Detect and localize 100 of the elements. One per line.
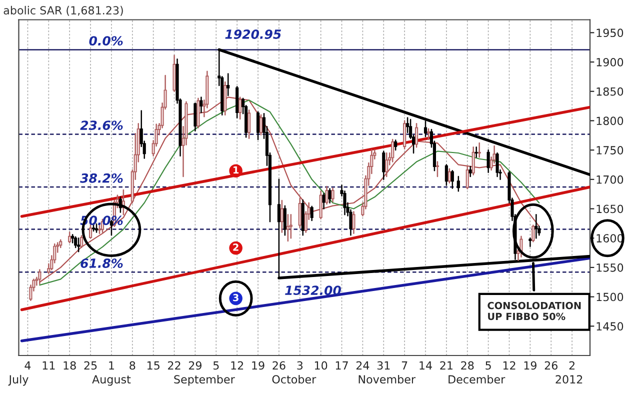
candlestick [248, 110, 251, 139]
candlestick [310, 206, 314, 222]
candlestick [382, 150, 386, 180]
candlestick [426, 128, 430, 140]
candlestick [194, 102, 197, 132]
candlestick [68, 232, 72, 244]
candlestick [444, 164, 448, 186]
annotation: 2 [233, 244, 238, 251]
y-tick-label: 1700 [596, 175, 624, 184]
annotation: 23.6% [80, 120, 123, 130]
annotation: 38.2% [80, 173, 123, 183]
x-tick-label: 26 [544, 361, 558, 370]
annotation: 1532.00 [285, 286, 341, 296]
candlestick [472, 146, 475, 176]
y-tick-label: 1900 [596, 58, 624, 66]
x-tick-label: 10 [314, 361, 328, 370]
candlestick [394, 139, 398, 151]
candlestick [534, 214, 538, 239]
y-tick-label: 1800 [596, 116, 624, 126]
y-tick-label: 1550 [596, 263, 624, 272]
candlestick [74, 236, 78, 248]
candlestick [436, 161, 439, 178]
candlestick [496, 152, 499, 178]
annotation: 61.8% [80, 258, 123, 268]
y-tick-label: 1750 [596, 146, 624, 154]
x-tick-label: 24 [356, 361, 370, 370]
x-tick-label: 21 [440, 361, 452, 370]
candlestick [415, 123, 418, 148]
x-tick-label: 26 [272, 361, 286, 370]
annotation: 3 [233, 294, 238, 302]
candlestick [298, 198, 302, 228]
candlestick [486, 149, 490, 173]
x-tick-label: 14 [420, 361, 432, 370]
candlestick [200, 96, 203, 114]
annotation: 1920.95 [225, 30, 281, 39]
chart-title: abolic SAR (1,681.23) [4, 6, 123, 16]
x-tick-label: 25 [84, 361, 97, 370]
annotation: CONSOLODATION UP FIBBO 50% [488, 302, 581, 320]
candlestick [283, 205, 286, 236]
x-tick-label: 29 [188, 361, 202, 370]
candlestick [532, 224, 535, 242]
x-tick-label: 5 [213, 361, 219, 370]
candlestick [256, 111, 260, 140]
candlestick [331, 188, 334, 202]
candlestick [352, 211, 356, 234]
x-tick-label: 28 [461, 361, 474, 370]
y-tick-label: 1450 [596, 322, 624, 331]
candlestick [328, 188, 332, 204]
candlestick [319, 190, 322, 220]
x-tick-label: 12 [231, 361, 244, 370]
x-tick-label: 17 [336, 361, 348, 370]
x-tick-label: 15 [147, 361, 160, 370]
candlestick [322, 192, 326, 210]
candlestick [468, 166, 472, 178]
candlestick [474, 146, 478, 158]
candlestick [38, 269, 42, 285]
y-tick-label: 1650 [596, 204, 624, 214]
x-tick-label: 4 [24, 361, 31, 370]
candlestick [289, 214, 292, 239]
x2-tick-label: September [174, 374, 235, 386]
candlestick [450, 170, 454, 189]
x-tick-label: 12 [503, 361, 516, 370]
x-tick-label: 19 [252, 361, 264, 370]
x2-tick-label: October [272, 374, 316, 384]
candlestick [528, 237, 532, 247]
x2-tick-label: December [448, 374, 506, 384]
candlestick [325, 186, 328, 205]
candlestick [280, 200, 284, 233]
candlestick [424, 120, 428, 138]
x2-tick-label: November [358, 374, 416, 384]
y-tick-label: 1500 [596, 292, 624, 302]
y-tick-label: 1950 [596, 28, 624, 38]
x-tick-label: 8 [130, 361, 136, 370]
x-tick-label: 11 [42, 361, 55, 370]
candlestick [456, 176, 460, 192]
y-tick-label: 1850 [596, 87, 624, 96]
annotation: 0.0% [89, 36, 123, 46]
x2-tick-label: 2012 [556, 375, 582, 384]
candlestick [259, 114, 263, 136]
x-tick-label: 7 [402, 361, 408, 370]
x-tick-label: 2 [569, 361, 574, 370]
candlestick [478, 142, 481, 158]
candlestick [286, 214, 290, 242]
candlestick [226, 73, 230, 96]
x-tick-label: 22 [168, 361, 180, 370]
candlestick [466, 166, 469, 190]
x-tick-label: 19 [524, 361, 536, 370]
candlestick [448, 168, 451, 184]
candlestick [77, 237, 80, 252]
annotation: 1 [234, 166, 239, 174]
x-tick-label: 1 [109, 361, 114, 370]
x-tick-label: 31 [377, 361, 390, 370]
candlestick [385, 152, 388, 178]
candlestick [403, 120, 406, 150]
x-tick-label: 5 [486, 361, 491, 370]
candlestick [391, 138, 394, 162]
x-tick-label: 3 [297, 361, 303, 370]
candlestick [80, 235, 84, 248]
candlestick [238, 96, 242, 120]
x-tick-label: 18 [64, 361, 76, 370]
